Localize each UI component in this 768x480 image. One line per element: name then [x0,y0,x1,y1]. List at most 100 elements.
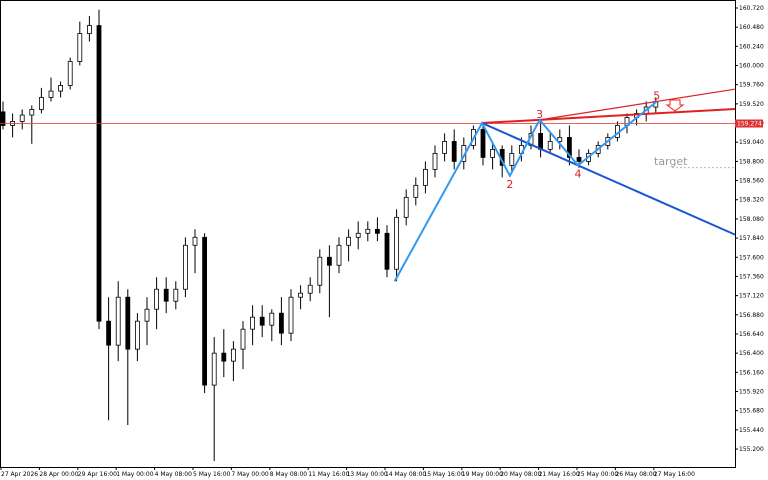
candle-body [288,296,294,334]
candle-body [182,244,188,290]
x-tick-label: 11 May 16:00 [308,471,349,478]
x-tick-label: 7 May 00:00 [231,471,269,478]
y-tick-label: 156.160 [739,369,764,376]
wave-label: 4 [575,167,582,180]
candle-body [298,292,304,298]
candle-body [96,25,102,322]
y-tick-label: 160.000 [739,63,764,70]
candle-body [576,156,582,162]
x-tick-label: 5 May 16:00 [193,471,231,478]
y-tick-label: 155.200 [739,446,764,453]
candle-body [547,141,553,150]
x-tick-label: 29 Apr 16:00 [78,471,117,478]
x-tick-label: 19 May 00:00 [462,471,503,478]
zigzag [393,100,658,282]
candle-body [77,33,83,62]
x-tick-label: 8 May 08:00 [270,471,308,478]
target-label: target [654,155,688,168]
y-tick-label: 157.600 [739,254,764,261]
y-tick-label: 160.720 [739,5,764,12]
wave-label: 5 [653,89,660,102]
candle-body [250,316,256,330]
y-tick-label: 160.480 [739,24,764,31]
candle-body [422,168,428,186]
y-tick-label: 156.640 [739,331,764,338]
candle-body [0,111,6,126]
candle-body [269,312,275,326]
y-tick-label: 159.760 [739,82,764,89]
price-label-box [735,119,763,128]
x-tick-label: 4 May 08:00 [155,471,193,478]
candle-body [106,320,111,346]
candle-body [58,85,63,92]
x-tick-label: 1 May 00:00 [116,471,154,478]
candle-body [403,196,409,218]
candle-body [394,216,400,270]
y-tick-label: 159.040 [739,139,764,146]
y-tick-label: 155.440 [739,427,764,434]
trend-line [481,108,736,125]
candle-body [557,137,563,142]
candle-body [163,288,169,302]
x-tick-label: 21 May 16:00 [539,471,580,478]
x-tick-label: 27 May 16:00 [654,471,695,478]
candle-body [442,141,448,154]
price-label: 159.274 [737,121,762,128]
candle-body [48,90,54,98]
candle-body [307,284,313,294]
y-tick-label: 158.320 [739,197,764,204]
y-tick-label: 155.920 [739,388,764,395]
candle-body [39,97,44,110]
candle-body [173,288,179,302]
x-tick-label: 26 May 08:00 [615,471,656,478]
candle-body [336,244,342,266]
candle-body [240,328,246,350]
candle-body [192,236,198,246]
candle-body [67,61,73,86]
y-tick-label: 157.120 [739,293,764,300]
y-tick-label: 157.360 [739,273,764,280]
y-tick-label: 158.080 [739,216,764,223]
y-tick-label: 160.240 [739,43,764,50]
down-arrow [665,99,685,112]
wave-label: 2 [506,178,513,191]
candle-body [19,114,25,122]
x-tick-label: 20 May 08:00 [500,471,541,478]
y-tick-label: 158.800 [739,158,764,165]
candle-body [374,228,380,234]
x-tick-label: 27 Apr 2026 [1,471,38,478]
y-tick-label: 156.400 [739,350,764,357]
candle-body [29,109,35,116]
candle-body [480,129,486,158]
wave-label: 3 [536,108,543,121]
candle-body [87,25,92,34]
candle-body [125,296,131,350]
candle-body [211,352,217,386]
candle-body [365,228,371,234]
candle-body [259,316,265,326]
candle-body [346,236,352,246]
candle-body [144,308,150,322]
x-tick-label: 14 May 08:00 [385,471,426,478]
y-tick-label: 155.680 [739,408,764,415]
candle-body [317,256,323,286]
y-tick-label: 159.520 [739,101,764,108]
candle-body [202,236,208,386]
candle-body [413,184,419,198]
candle-body [355,232,361,238]
trend-line [539,88,736,121]
candle-body [451,141,457,162]
candle-body [490,149,496,158]
candle-body [278,312,284,334]
y-tick-label: 157.840 [739,235,764,242]
candle-body [384,232,390,270]
candle-body [154,288,160,310]
candle-body [134,320,140,350]
trend-line [481,122,736,236]
candle-body [432,153,438,170]
x-tick-label: 28 Apr 00:00 [39,471,78,478]
candle-body [509,153,515,166]
candle-body [221,352,227,362]
x-tick-label: 25 May 00:00 [577,471,618,478]
